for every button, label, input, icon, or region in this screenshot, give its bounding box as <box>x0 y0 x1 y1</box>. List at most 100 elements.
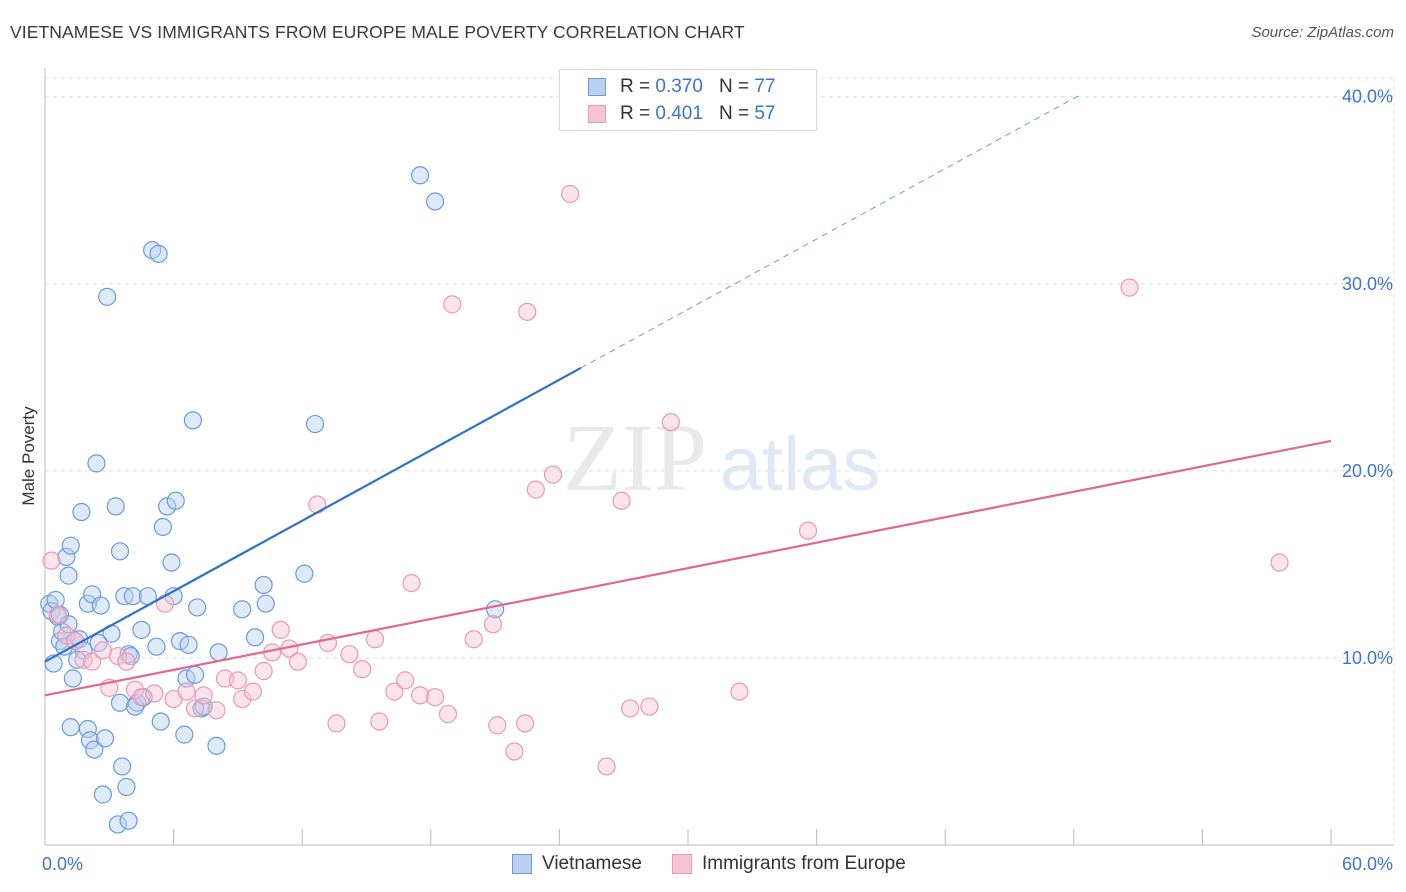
data-points <box>40 166 1289 834</box>
data-point <box>80 731 100 750</box>
legend-stats: R = 0.370 N = 77 R = 0.401 N = 57 <box>559 69 817 131</box>
data-point <box>123 587 142 606</box>
data-point <box>543 465 563 484</box>
data-point <box>402 573 421 593</box>
legend-swatch-europe <box>588 105 606 123</box>
data-point <box>179 635 198 654</box>
trend-line-vietnamese <box>44 366 582 663</box>
data-point <box>46 590 65 610</box>
data-point <box>93 785 112 804</box>
data-point <box>61 536 80 555</box>
data-point <box>233 600 252 619</box>
legend-r-value-vietnamese: 0.370 <box>655 76 703 97</box>
legend-item-europe[interactable]: Immigrants from Europe <box>672 853 906 875</box>
data-point <box>83 652 102 671</box>
data-point <box>125 680 145 699</box>
data-point <box>621 699 640 718</box>
data-point <box>486 600 505 619</box>
data-point <box>175 725 194 744</box>
legend-row-europe: R = 0.401 N = 57 <box>588 103 775 125</box>
legend-swatch-vietnamese <box>588 78 606 96</box>
data-point <box>72 502 91 522</box>
data-point <box>640 697 659 716</box>
data-point <box>730 682 749 701</box>
data-point <box>443 295 462 314</box>
legend-n-value-europe: 57 <box>754 103 776 124</box>
data-point <box>798 521 818 540</box>
data-point <box>308 495 327 514</box>
data-point <box>505 742 524 761</box>
data-point <box>61 718 80 737</box>
data-point <box>106 497 125 516</box>
data-point <box>254 575 273 595</box>
data-point <box>183 411 202 430</box>
series-points-vietnamese <box>40 166 505 834</box>
legend-swatch-vietnamese <box>512 854 532 874</box>
watermark-atlas: atlas <box>720 422 881 507</box>
trend-line-extension-vietnamese <box>580 94 1081 369</box>
data-point <box>110 693 130 712</box>
data-point <box>108 815 127 834</box>
data-point <box>145 684 164 703</box>
y-tick-label: 20.0% <box>1342 461 1393 481</box>
data-point <box>365 630 385 649</box>
data-point <box>110 542 130 561</box>
data-point <box>117 777 136 797</box>
data-point <box>185 699 205 718</box>
chart-source: Source: ZipAtlas.com <box>1251 24 1394 41</box>
legend-series: Vietnamese Immigrants from Europe <box>512 852 936 876</box>
data-point <box>57 547 76 567</box>
data-point <box>207 736 226 755</box>
data-point <box>1270 553 1289 572</box>
data-point <box>95 729 115 748</box>
legend-r-label: R = <box>620 76 651 97</box>
x-tick-label-min: 0.0% <box>42 854 83 874</box>
data-point <box>271 620 290 639</box>
data-point <box>98 287 117 306</box>
axes <box>44 68 1394 846</box>
legend-r-value-europe: 0.401 <box>655 103 703 124</box>
data-point <box>42 551 61 570</box>
data-point <box>385 682 404 701</box>
legend-item-vietnamese[interactable]: Vietnamese <box>512 853 642 875</box>
data-point <box>185 665 205 684</box>
data-point <box>288 652 308 671</box>
data-point <box>113 757 132 776</box>
data-point <box>63 669 82 688</box>
data-point <box>119 811 138 830</box>
data-point <box>256 594 275 613</box>
y-tick-label: 40.0% <box>1342 87 1393 107</box>
data-point <box>177 682 196 701</box>
data-point <box>147 637 166 656</box>
data-point <box>254 661 273 681</box>
data-point <box>207 701 226 720</box>
watermark-zip: ZIP <box>563 404 707 511</box>
data-point <box>295 564 314 583</box>
data-point <box>209 643 228 662</box>
data-point <box>340 645 359 664</box>
data-point <box>370 712 389 731</box>
data-point <box>243 682 263 701</box>
chart-title: VIETNAMESE VS IMMIGRANTS FROM EUROPE MAL… <box>10 22 745 42</box>
data-point <box>395 671 415 690</box>
data-point <box>245 628 265 647</box>
data-point <box>612 491 631 510</box>
data-point <box>327 714 346 733</box>
y-tick-label: 10.0% <box>1342 648 1393 668</box>
data-point <box>194 686 213 705</box>
data-point <box>87 454 106 473</box>
x-tick-label-max: 60.0% <box>1342 854 1393 874</box>
data-point <box>438 704 458 724</box>
data-point <box>85 740 104 759</box>
data-point <box>488 716 507 735</box>
data-point <box>516 714 535 733</box>
legend-row-vietnamese: R = 0.370 N = 77 <box>588 76 775 98</box>
series-points-europe <box>42 184 1289 776</box>
trend-line-europe <box>44 439 1332 697</box>
data-point <box>597 757 616 776</box>
data-point <box>353 660 372 679</box>
data-point <box>132 620 151 639</box>
data-point <box>410 686 430 705</box>
legend-n-label: N = <box>718 76 750 97</box>
